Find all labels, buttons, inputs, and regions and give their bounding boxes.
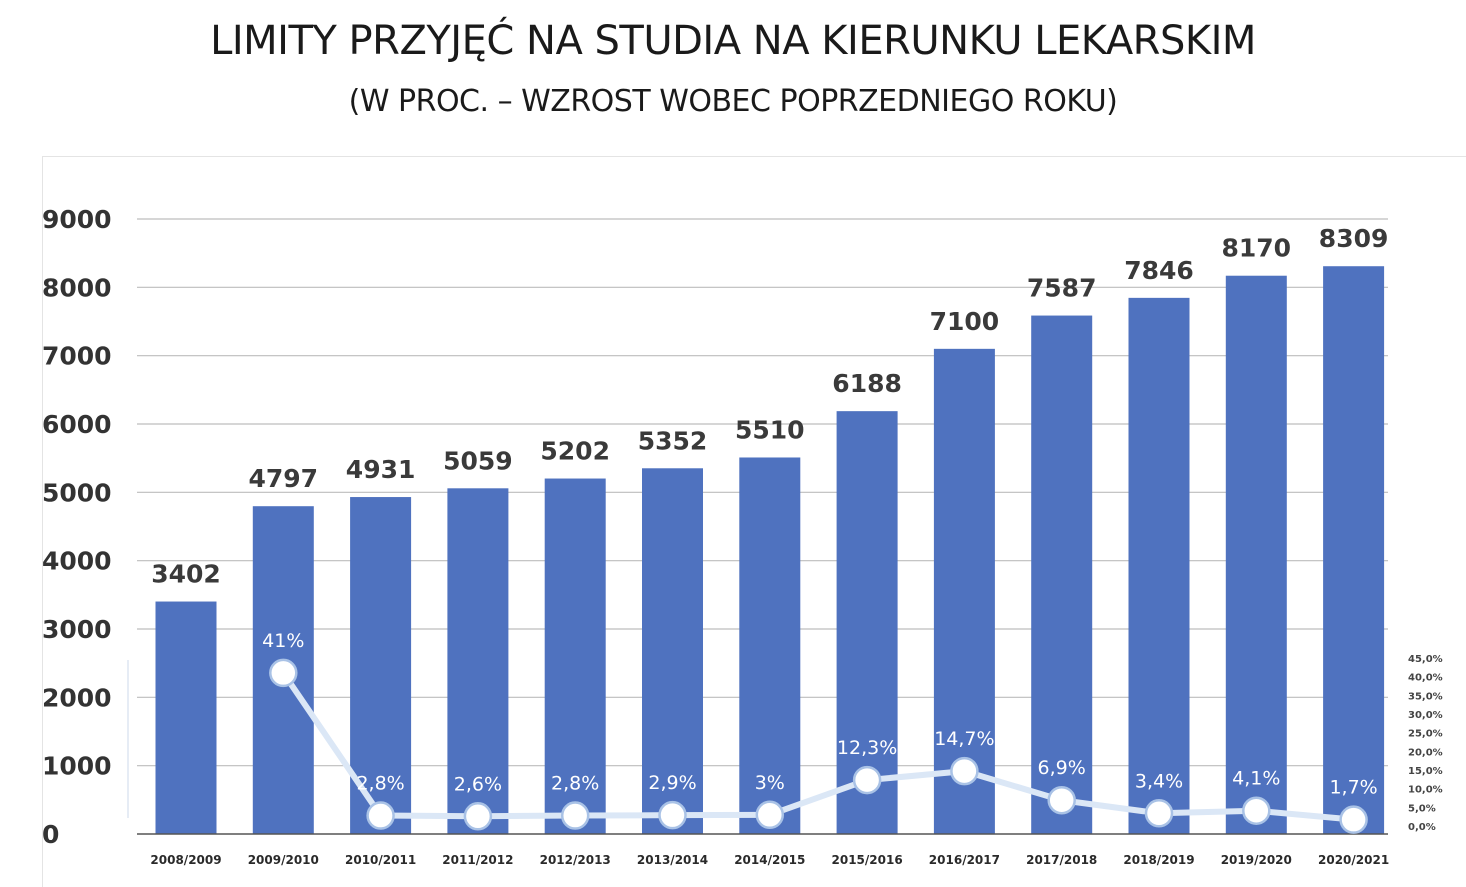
bar-value-label: 5352 [638, 426, 708, 455]
x-tick-label: 2010/2011 [345, 853, 416, 867]
bar [544, 478, 606, 834]
x-tick-label: 2013/2014 [637, 853, 708, 867]
growth-point [1339, 805, 1368, 834]
bar [739, 457, 801, 834]
x-tick-label: 2017/2018 [1026, 853, 1097, 867]
x-tick-label: 2008/2009 [150, 853, 221, 867]
y2-tick-label: 10,0% [1408, 785, 1443, 796]
bar-value-label: 5202 [540, 437, 610, 466]
y-axis: 0 1000 2000 3000 4000 5000 6000 7000 8000 9000 [42, 205, 129, 849]
growth-label: 14,7% [934, 728, 994, 750]
growth-label: 2,9% [648, 772, 696, 794]
x-tick-label: 2012/2013 [540, 853, 611, 867]
y-tick-label: 6000 [42, 410, 112, 439]
x-tick-label: 2014/2015 [734, 853, 805, 867]
growth-point [658, 800, 687, 830]
growth-point [1144, 799, 1174, 828]
y-tick-label: 4000 [42, 547, 112, 576]
bars [155, 266, 1385, 834]
bar-value-label: 7100 [930, 307, 1000, 336]
y2-tick-label: 5,0% [1408, 803, 1436, 814]
growth-point [1047, 785, 1076, 815]
bar [1323, 266, 1385, 834]
chart-subtitle: (W PROC. – WZROST WOBEC POPRZEDNIEGO ROK… [348, 84, 1118, 119]
bar-value-label: 7846 [1124, 256, 1194, 285]
y-tick-label: 9000 [42, 205, 112, 234]
x-tick-label: 2020/2021 [1318, 853, 1389, 867]
chart-panel [42, 156, 1466, 887]
chart-title: LIMITY PRZYJĘĆ NA STUDIA NA KIERUNKU LEK… [210, 18, 1256, 64]
y2-tick-label: 35,0% [1408, 691, 1443, 702]
y-tick-label: 0 [42, 820, 59, 849]
growth-label: 41% [262, 630, 304, 652]
y2-tick-label: 0,0% [1408, 822, 1436, 833]
bar [1031, 315, 1093, 834]
y-tick-label: 2000 [42, 683, 112, 712]
growth-label: 3,4% [1135, 770, 1183, 792]
y2-tick-label: 30,0% [1408, 710, 1443, 721]
growth-point [560, 801, 590, 830]
bar [933, 348, 995, 834]
growth-point [1242, 796, 1271, 825]
growth-line [280, 671, 1354, 823]
x-tick-label: 2016/2017 [929, 853, 1000, 867]
y2-tick-label: 40,0% [1408, 673, 1443, 684]
growth-label: 6,9% [1038, 757, 1086, 779]
growth-point [755, 800, 785, 830]
x-tick-label: 2015/2016 [832, 853, 903, 867]
secondary-y-axis: 0,0% 5,0% 10,0% 15,0% 20,0% 25,0% 30,0% 35,0% 40… [1408, 654, 1443, 833]
growth-point [852, 765, 882, 795]
x-tick-label: 2011/2012 [442, 853, 513, 867]
bar [1225, 275, 1287, 834]
bar-value-label: 4797 [249, 464, 319, 493]
growth-points [269, 658, 1368, 834]
x-tick-label: 2009/2010 [248, 853, 319, 867]
y-tick-label: 7000 [42, 342, 112, 371]
growth-label: 3% [755, 772, 785, 794]
bar-value-labels: 3402 4797 4931 5059 5202 5352 5510 6188 7100 7587… [151, 224, 1388, 588]
bar-value-label: 8309 [1319, 224, 1389, 253]
growth-label: 2,8% [551, 773, 599, 795]
bar [836, 411, 898, 834]
bar-value-label: 5510 [735, 415, 805, 444]
growth-point [269, 658, 298, 688]
bar-value-label: 3402 [151, 560, 221, 589]
growth-point [463, 802, 493, 831]
bar-value-label: 5059 [443, 446, 513, 475]
growth-line-path [280, 671, 1354, 823]
growth-label: 2,6% [454, 773, 502, 795]
y-tick-label: 8000 [42, 273, 112, 302]
growth-label: 1,7% [1329, 777, 1377, 799]
growth-labels: 41% 2,8% 2,6% 2,8% 2,9% 3% 12,3% 14,7% 6,9% 3,4% 4… [262, 630, 1378, 799]
bar [155, 601, 217, 834]
x-tick-label: 2019/2020 [1221, 853, 1292, 867]
y2-tick-label: 15,0% [1408, 766, 1443, 777]
growth-point [950, 756, 979, 786]
y2-tick-label: 20,0% [1408, 747, 1443, 758]
y-tick-label: 3000 [42, 615, 112, 644]
bar-value-label: 4931 [346, 455, 416, 484]
x-axis: 2008/2009 2009/2010 2010/2011 2011/2012 2012… [137, 833, 1389, 867]
y2-tick-label: 25,0% [1408, 729, 1443, 740]
bar [447, 488, 509, 834]
bar [1128, 297, 1190, 834]
y-tick-label: 1000 [42, 752, 112, 781]
y2-tick-label: 45,0% [1408, 654, 1443, 665]
bar-value-label: 7587 [1027, 274, 1097, 303]
growth-point [366, 801, 395, 830]
y-tick-label: 5000 [42, 478, 112, 507]
x-tick-label: 2018/2019 [1123, 853, 1194, 867]
bar [642, 468, 703, 834]
bar-value-label: 6188 [832, 369, 902, 398]
bar [350, 497, 412, 834]
growth-label: 4,1% [1232, 768, 1280, 790]
growth-label: 12,3% [837, 737, 897, 759]
growth-label: 2,8% [356, 773, 404, 795]
bar-value-label: 8170 [1222, 234, 1292, 263]
